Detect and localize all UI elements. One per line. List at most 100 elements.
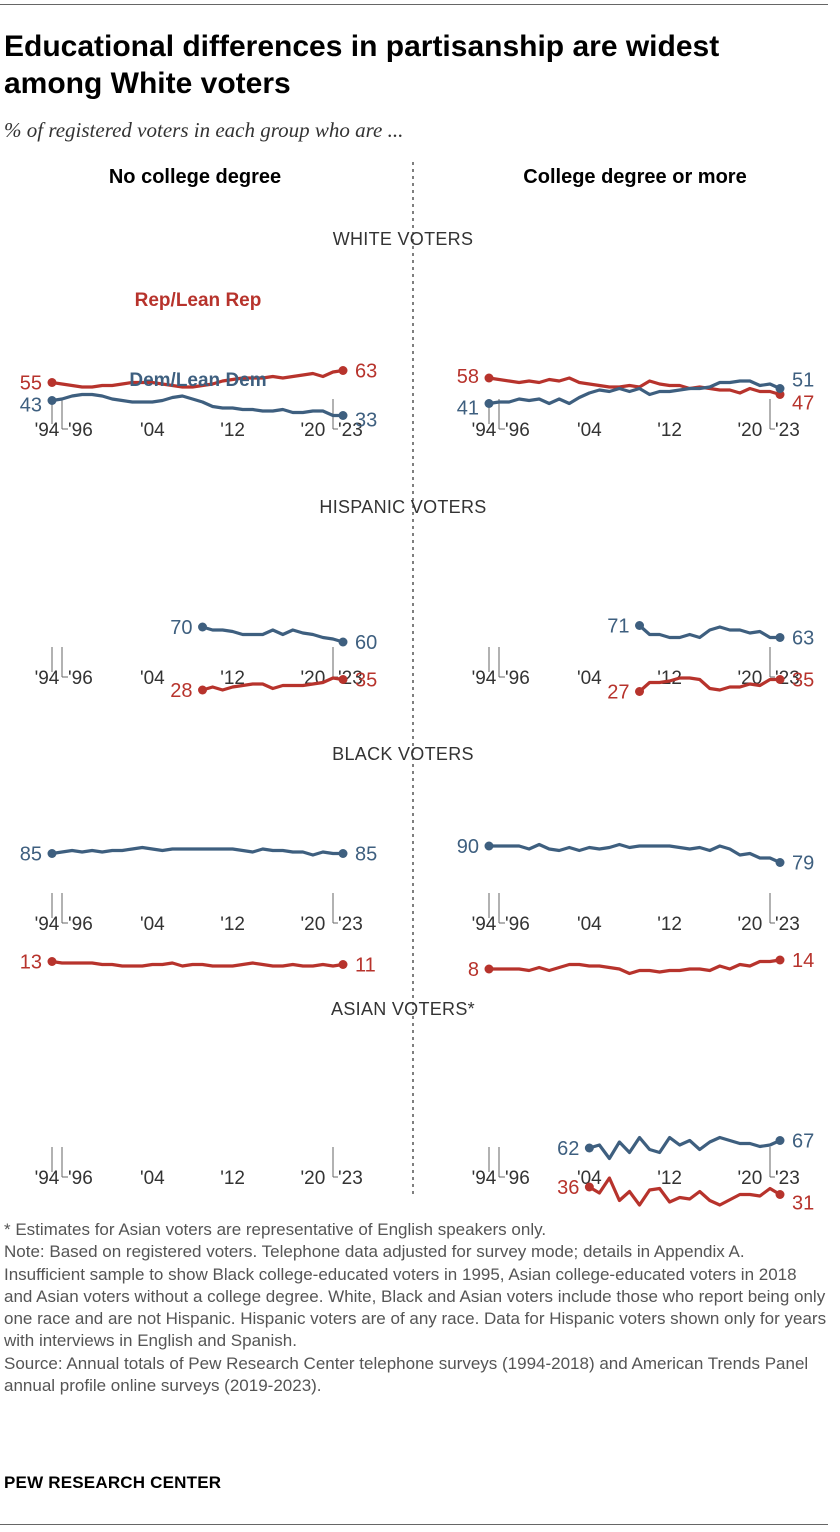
x-tick-label: '94 (472, 420, 497, 441)
x-tick-label: '96 (68, 668, 93, 689)
x-tick-label: '94 (35, 1168, 60, 1189)
black-rep-line (50, 959, 345, 968)
x-tick-label: '12 (657, 1168, 682, 1189)
legend-rep-label: Rep/Lean Rep (135, 290, 262, 311)
group-label-black: BLACK VOTERS (332, 744, 474, 764)
white-rep-start-point (484, 373, 494, 383)
bottom-rule (0, 1524, 828, 1525)
x-tick-label: '23 (775, 914, 800, 935)
hispanic-rep-start-label: 28 (170, 680, 192, 702)
x-tick-label: '20 (301, 1168, 326, 1189)
white-rep-start-point (47, 378, 57, 387)
hispanic-dem-end-point (775, 633, 785, 642)
hispanic-dem-end-point (338, 637, 348, 647)
white-dem-end-point (775, 384, 785, 393)
x-tick-label: '96 (505, 1168, 530, 1189)
black-rep-start-point (47, 957, 57, 966)
hispanic-dem-line (637, 623, 782, 640)
asian-dem-start-point (584, 1143, 594, 1153)
hispanic-rep-end-point (338, 675, 348, 684)
hispanic-rep-end-point (775, 675, 785, 684)
x-tick-label: '23 (338, 1168, 363, 1189)
x-tick-label: '96 (505, 668, 530, 689)
hispanic-dem-start-label: 70 (170, 617, 192, 639)
x-tick-label: '12 (657, 420, 682, 441)
white-rep-line (487, 376, 782, 397)
black-dem-start-label: 90 (457, 836, 479, 858)
notes: * Estimates for Asian voters are represe… (4, 1219, 828, 1397)
group-label-hispanic: HISPANIC VOTERS (319, 497, 486, 517)
asian-rep-start-point (584, 1182, 594, 1192)
black-dem-start-point (484, 841, 494, 851)
hispanic-rep-line (200, 676, 345, 692)
note-source: Source: Annual totals of Pew Research Ce… (4, 1353, 809, 1396)
x-tick-label: '23 (338, 420, 363, 441)
white-rep-line (50, 368, 345, 389)
x-tick-label: '04 (140, 420, 165, 441)
x-tick-label: '04 (140, 1168, 165, 1189)
black-rep-start-label: 8 (468, 959, 479, 981)
asian-rep-end-label: 31 (792, 1193, 814, 1211)
white-rep-start-label: 58 (457, 366, 479, 388)
black-rep-end-label: 14 (792, 950, 814, 972)
black-rep-end-label: 11 (355, 955, 376, 977)
x-tick-label: '96 (68, 1168, 93, 1189)
asian-dem-end-point (775, 1136, 785, 1145)
hispanic-dem-start-point (635, 621, 645, 630)
black-rep-start-point (484, 964, 494, 974)
x-tick-label: '23 (775, 420, 800, 441)
black-rep-end-point (775, 955, 785, 965)
white-dem-start-label: 43 (20, 395, 42, 417)
white-dem-start-point (47, 396, 57, 405)
x-tick-label: '20 (301, 420, 326, 441)
x-tick-label: '94 (35, 668, 60, 689)
hispanic-rep-end-label: 35 (355, 670, 377, 692)
black-dem-start-label: 85 (20, 844, 42, 866)
white-rep-end-label: 47 (792, 393, 814, 415)
hispanic-rep-start-point (198, 685, 208, 695)
group-label-asian: ASIAN VOTERS* (331, 999, 475, 1019)
x-tick-label: '20 (738, 420, 763, 441)
white-dem-end-label: 51 (792, 370, 814, 392)
x-tick-label: '96 (505, 420, 530, 441)
x-tick-label: '94 (472, 1168, 497, 1189)
black-rep-line (487, 958, 782, 976)
hispanic-rep-start-point (635, 687, 645, 696)
white-dem-start-point (484, 399, 494, 408)
x-tick-label: '12 (220, 420, 245, 441)
x-tick-label: '12 (220, 1168, 245, 1189)
x-tick-label: '04 (577, 914, 602, 935)
x-tick-label: '94 (35, 420, 60, 441)
black-dem-line (487, 842, 782, 865)
black-rep-start-label: 13 (20, 952, 42, 974)
x-tick-label: '04 (140, 668, 165, 689)
black-dem-end-label: 85 (355, 844, 377, 866)
x-tick-label: '94 (472, 668, 497, 689)
asian-dem-start-label: 62 (557, 1138, 579, 1160)
white-rep-end-label: 63 (355, 361, 377, 383)
white-rep-end-point (338, 366, 348, 375)
source-org: PEW RESEARCH CENTER (4, 1473, 222, 1492)
top-rule (0, 4, 828, 5)
white-dem-line (50, 392, 345, 418)
x-tick-label: '04 (577, 1168, 602, 1189)
x-tick-label: '20 (738, 914, 763, 935)
x-tick-label: '94 (472, 914, 497, 935)
hispanic-dem-line (200, 625, 345, 644)
black-dem-end-label: 79 (792, 853, 814, 875)
x-tick-label: '12 (657, 668, 682, 689)
x-tick-label: '04 (577, 668, 602, 689)
hispanic-rep-end-label: 35 (792, 670, 814, 692)
white-dem-line (487, 379, 782, 406)
asian-rep-start-label: 36 (557, 1177, 579, 1199)
x-tick-label: '96 (68, 914, 93, 935)
black-dem-line (50, 845, 345, 857)
asian-rep-line (587, 1176, 782, 1207)
white-rep-start-label: 55 (20, 373, 42, 395)
hispanic-dem-end-label: 60 (355, 632, 377, 654)
x-tick-label: '12 (220, 668, 245, 689)
white-dem-end-point (338, 411, 348, 420)
hispanic-rep-start-label: 27 (607, 682, 629, 704)
x-tick-label: '94 (35, 914, 60, 935)
column-header: College degree or more (523, 166, 746, 188)
